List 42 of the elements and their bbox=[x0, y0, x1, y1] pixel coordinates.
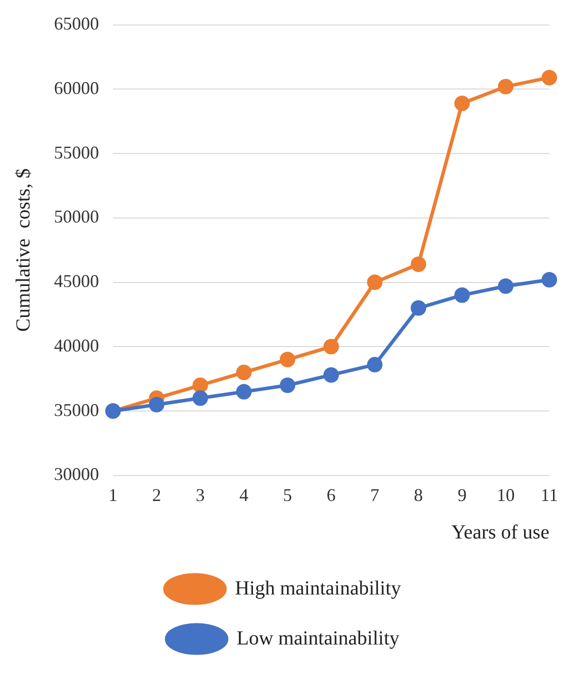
y-tick-label: 60000 bbox=[54, 78, 99, 98]
point bbox=[280, 352, 296, 368]
point bbox=[454, 287, 470, 303]
x-tick-label: 7 bbox=[370, 484, 380, 505]
point bbox=[542, 272, 558, 288]
point bbox=[192, 378, 208, 394]
y-tick-label: 50000 bbox=[54, 206, 99, 227]
point bbox=[323, 338, 339, 354]
point bbox=[410, 256, 426, 272]
y-tick-label: 65000 bbox=[54, 14, 99, 34]
point bbox=[454, 96, 470, 112]
legend-label: Low maintainability bbox=[236, 627, 400, 650]
point bbox=[498, 278, 514, 294]
y-tick-label: 45000 bbox=[54, 271, 99, 292]
y-tick-label: 30000 bbox=[54, 464, 99, 484]
x-tick-label: 8 bbox=[414, 484, 423, 505]
y-tick-label: 40000 bbox=[54, 335, 99, 356]
point bbox=[280, 378, 296, 394]
point bbox=[323, 367, 339, 383]
x-tick-label: 11 bbox=[540, 484, 558, 505]
point bbox=[192, 390, 208, 406]
point bbox=[148, 396, 164, 412]
point bbox=[367, 274, 383, 290]
x-tick-label: 5 bbox=[283, 484, 292, 505]
x-tick-label: 9 bbox=[458, 484, 467, 505]
legend-label: High maintainability bbox=[234, 577, 402, 600]
x-tick-label: 3 bbox=[196, 484, 205, 505]
x-tick-label: 1 bbox=[108, 484, 118, 505]
point bbox=[367, 356, 383, 372]
x-axis-title: Years of use bbox=[451, 521, 550, 544]
x-tick-label: 10 bbox=[496, 484, 515, 505]
x-tick-label: 4 bbox=[239, 484, 248, 505]
y-tick-label: 35000 bbox=[54, 400, 99, 420]
y-axis-title: Cumulative costs, $ bbox=[12, 168, 34, 332]
y-tick-label: 55000 bbox=[54, 142, 99, 162]
point bbox=[236, 384, 252, 400]
point bbox=[498, 78, 514, 94]
point bbox=[410, 300, 426, 316]
x-tick-label: 6 bbox=[326, 484, 336, 505]
point bbox=[236, 364, 252, 380]
point bbox=[542, 70, 558, 86]
x-tick-label: 2 bbox=[152, 484, 162, 505]
